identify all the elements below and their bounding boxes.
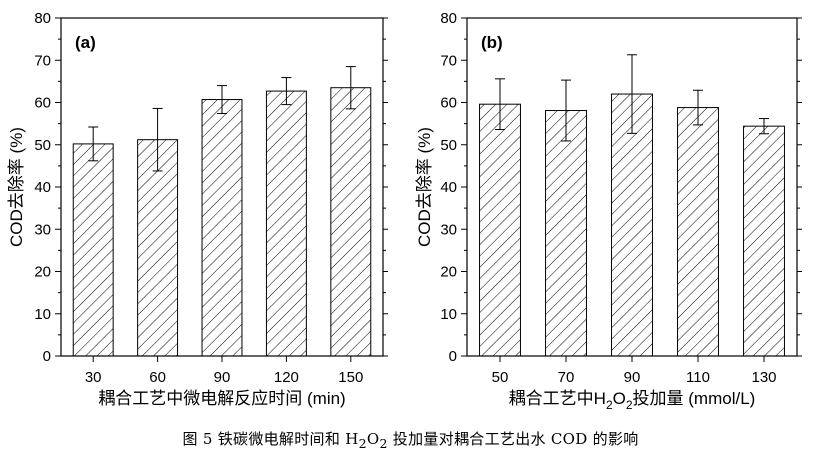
caption-prefix: 图 5 铁碳微电解时间和 H	[182, 430, 359, 448]
y-tick-label: 40	[440, 179, 457, 196]
y-tick-label: 80	[34, 10, 51, 27]
y-tick-label: 60	[440, 95, 457, 112]
bar	[545, 110, 587, 357]
y-axis-label: COD去除率 (%)	[415, 127, 434, 247]
x-axis-label-part: O	[613, 389, 626, 408]
y-tick-label: 60	[34, 95, 51, 112]
x-axis-label-part: 2	[626, 398, 633, 412]
chart-b: 50 70 90 110 130 0 10 20 30 40 50 60 70 80 (b) COD去除率 (…	[415, 10, 802, 412]
x-axis-label-part: 投加量 (mmol/L)	[633, 389, 756, 408]
y-tick-label: 70	[440, 52, 457, 69]
y-tick-label: 30	[34, 221, 51, 238]
x-axis-label-part: 2	[606, 398, 613, 412]
bar	[479, 103, 521, 357]
bar	[611, 93, 653, 357]
caption-sub-2: 2	[379, 436, 388, 451]
y-tick-label: 10	[34, 306, 51, 323]
y-tick-label: 20	[440, 264, 457, 281]
x-tick-label: 30	[85, 369, 102, 386]
bar	[72, 143, 114, 357]
plot-frame	[466, 17, 798, 357]
panel-label: (b)	[481, 33, 503, 52]
x-tick-label: 110	[686, 369, 710, 386]
bar	[677, 107, 719, 357]
y-tick-label: 50	[440, 137, 457, 154]
y-tick-label: 50	[34, 137, 51, 154]
x-tick-label: 120	[274, 369, 299, 386]
bar	[201, 99, 243, 357]
bar	[743, 125, 785, 357]
y-axis-label: COD去除率 (%)	[7, 127, 26, 247]
x-tick-label: 150	[338, 369, 363, 386]
caption-sub-1: 2	[358, 436, 367, 451]
x-tick-label: 130	[751, 369, 776, 386]
y-tick-label: 0	[449, 348, 457, 365]
y-tick-label: 20	[34, 264, 51, 281]
caption-suffix: 投加量对耦合工艺出水 COD 的影响	[387, 430, 639, 448]
y-tick-label: 80	[440, 10, 457, 27]
panel-label: (a)	[75, 33, 96, 52]
y-tick-label: 70	[34, 52, 51, 69]
x-tick-label: 90	[624, 369, 641, 386]
plot-frame	[60, 17, 384, 357]
bar	[265, 90, 307, 357]
x-tick-label: 50	[492, 369, 509, 386]
x-tick-label: 70	[558, 369, 575, 386]
figure-caption: 图 5 铁碳微电解时间和 H2O2 投加量对耦合工艺出水 COD 的影响	[0, 428, 821, 451]
caption-mid: O	[366, 430, 380, 448]
x-axis-label: 耦合工艺中微电解反应时间 (min)	[98, 389, 345, 408]
y-tick-label: 0	[43, 348, 51, 365]
chart-a: 30 60 90 120 150 0 10 20 30 40 50 60 70 80 (a) COD去除率 (…	[7, 10, 388, 408]
y-tick-label: 30	[440, 221, 457, 238]
bar	[330, 87, 372, 357]
x-axis-label: 耦合工艺中H2O2投加量 (mmol/L)	[509, 389, 756, 412]
x-tick-label: 90	[214, 369, 231, 386]
y-tick-label: 10	[440, 306, 457, 323]
x-axis-label-part: 耦合工艺中H	[509, 389, 606, 408]
x-tick-label: 60	[149, 369, 166, 386]
y-tick-label: 40	[34, 179, 51, 196]
bar	[137, 139, 179, 357]
